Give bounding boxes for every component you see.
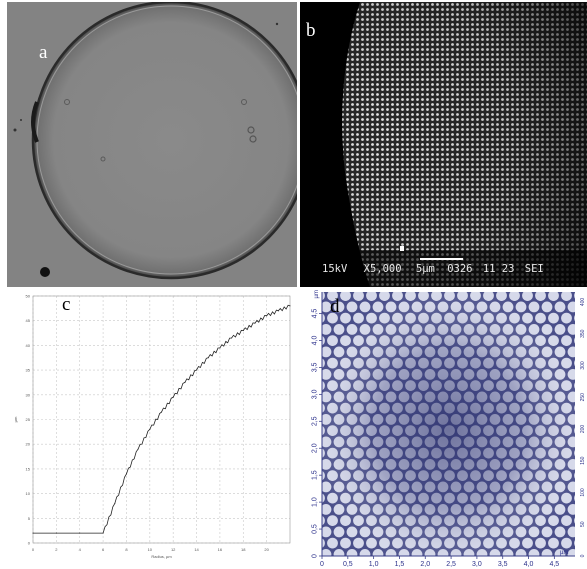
panel-c-label: c: [62, 294, 71, 315]
chart-x-tick-label: 4: [79, 547, 82, 552]
chart-x-tick-label: 20: [264, 547, 269, 552]
chart-data-point: [55, 532, 57, 534]
chart-x-tick-label: 12: [171, 547, 176, 552]
chart-y-tick-label: 15: [26, 466, 31, 471]
afm-axis-unit: µm: [314, 290, 320, 299]
chart-y-tick-label: 10: [26, 491, 31, 496]
chart-data-point: [231, 337, 233, 339]
chart-data-point: [254, 322, 256, 324]
sem-magnification: X5,000: [363, 263, 402, 275]
chart-data-point: [277, 310, 279, 312]
chart-data-point: [161, 411, 162, 413]
chart-x-tick-label: 2: [55, 547, 58, 552]
chart-data-point: [172, 396, 174, 398]
chart-y-tick-label: 5: [28, 516, 31, 521]
chart-y-tick-label: 45: [26, 318, 31, 323]
chart-data-point: [184, 381, 186, 383]
chart-data-point: [219, 347, 221, 349]
chart-x-axis-label: Radius, µm: [151, 554, 172, 559]
afm-colorbar-tick-label: 50: [580, 521, 586, 527]
chart-data-point: [125, 473, 127, 475]
afm-colorbar-tick-label: 150: [580, 456, 586, 465]
chart-y-tick-label: 50: [26, 294, 31, 299]
panel-c: 0 2 4 6 8 10 12 14 16 18 20 0 5 10 15 20 25 30 35 40 45 50 Rad…: [7, 290, 297, 569]
sem-voltage: 15kV: [322, 263, 348, 275]
afm-x-tick-label: 1,0: [369, 561, 379, 568]
afm-y-tick-label: 2,0: [312, 443, 319, 453]
profile-chart: 0 2 4 6 8 10 12 14 16 18 20 0 5 10 15 20 25 30 35 40 45 50 Rad…: [13, 294, 291, 559]
panel-d-label: d: [330, 296, 340, 317]
panel-b-label: b: [306, 20, 316, 41]
chart-data-point: [102, 532, 104, 534]
panel-b: b 15kV X5,000 5µm 0326 11 23 SEI: [300, 2, 587, 287]
chart-y-tick-label: 35: [26, 368, 31, 373]
afm-y-tick-label: 2,5: [312, 416, 319, 426]
debris-dot: [40, 267, 50, 277]
chart-data-point: [114, 502, 116, 504]
afm-x-tick-label: 3,5: [498, 561, 508, 568]
chart-data-point: [242, 330, 244, 332]
sem-info-bar: 15kV X5,000 5µm 0326 11 23 SEI: [322, 263, 584, 275]
panel-b-sem-image: [300, 2, 587, 287]
sem-date: 11 23: [482, 263, 515, 275]
droplet-outline: [31, 2, 297, 280]
chart-y-tick-label: 0: [28, 541, 31, 546]
sem-scale-label: 5µm: [415, 263, 435, 275]
afm-colorbar-tick-label: 0: [580, 554, 586, 557]
chart-x-tick-label: 10: [148, 547, 153, 552]
panel-a-micrograph: [7, 2, 297, 287]
afm-colorbar-tick-label: 200: [580, 425, 586, 434]
afm-y-tick-label: 4,0: [312, 336, 319, 346]
chart-data-point: [79, 532, 81, 534]
afm-y-tick-label: 3,5: [312, 362, 319, 372]
chart-data-point: [149, 428, 151, 430]
panel-d-afm-image: 0 0,5 1,0 1,5 2,0 2,5 3,0 3,5 4,0 4,5 0 0,5 1,0 1,5 2…: [312, 292, 586, 568]
chart-series-line: [33, 304, 291, 534]
afm-colorbar-tick-label: 100: [580, 488, 586, 497]
afm-x-tick-label: 2,0: [420, 561, 430, 568]
afm-colorbar-tick-label: 250: [580, 393, 586, 402]
chart-data-point: [32, 532, 34, 534]
afm-x-tick-label: 4,5: [549, 561, 559, 568]
afm-x-unit: µm: [560, 550, 569, 556]
chart-x-tick-label: 14: [194, 547, 199, 552]
afm-x-tick-label: 2,5: [446, 561, 456, 568]
sem-detector: SEI: [524, 263, 544, 275]
chart-x-tick-label: 0: [32, 547, 35, 552]
afm-x-tick-label: 0,5: [343, 561, 353, 568]
afm-colorbar-tick-label: 300: [580, 361, 586, 370]
afm-y-tick-label: 0,5: [312, 524, 319, 534]
afm-y-tick-label: 0: [312, 554, 319, 558]
afm-x-tick-label: 1,5: [395, 561, 405, 568]
afm-y-tick-label: 4,5: [312, 309, 319, 319]
chart-data-point: [137, 448, 139, 450]
chart-data-point: [196, 369, 198, 371]
afm-y-tick-label: 1,0: [312, 497, 319, 507]
chart-x-tick-label: 8: [125, 547, 128, 552]
afm-x-tick-label: 0: [320, 561, 324, 568]
chart-x-tick-label: 6: [102, 547, 105, 552]
panel-a-label: a: [39, 42, 48, 63]
chart-data-point: [266, 315, 268, 317]
chart-data-point: [289, 305, 291, 307]
chart-data-point: [207, 357, 209, 359]
afm-x-tick-label: 4,0: [524, 561, 534, 568]
chart-x-tick-label: 18: [241, 547, 246, 552]
chart-y-tick-label: 25: [26, 417, 31, 422]
chart-y-tick-label: 30: [26, 392, 31, 397]
panel-a: a: [7, 2, 297, 287]
afm-x-tick-label: 3,0: [472, 561, 482, 568]
chart-x-tick-label: 16: [218, 547, 223, 552]
afm-colorbar-tick-label: 350: [580, 329, 586, 338]
sem-code: 0326: [447, 263, 473, 275]
chart-y-axis-label: µm: [13, 416, 18, 422]
afm-y-tick-label: 1,5: [312, 470, 319, 480]
afm-colorbar-tick-label: 400: [580, 298, 586, 307]
panel-d: 0 0,5 1,0 1,5 2,0 2,5 3,0 3,5 4,0 4,5 0 0,5 1,0 1,5 2…: [300, 290, 587, 569]
chart-plot-frame: [32, 295, 291, 544]
chart-y-tick-label: 20: [26, 442, 31, 447]
chart-y-tick-label: 40: [26, 343, 31, 348]
afm-y-tick-label: 3,0: [312, 389, 319, 399]
